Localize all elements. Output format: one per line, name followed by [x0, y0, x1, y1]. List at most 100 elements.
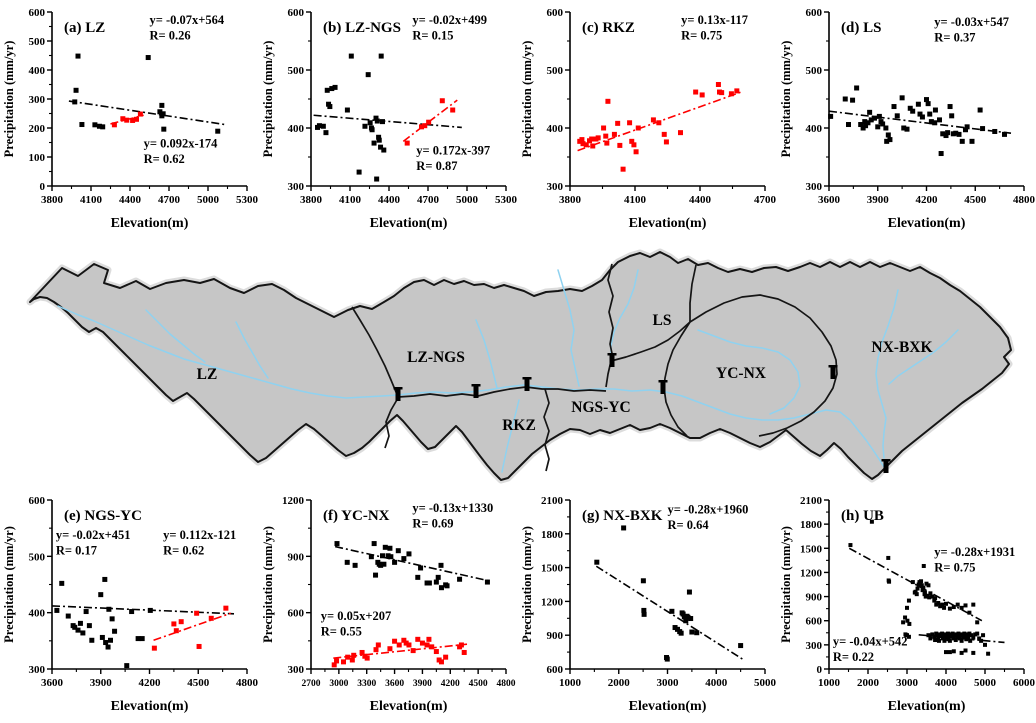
svg-text:600: 600	[547, 7, 564, 19]
equation-label: y= -0.28x+1960 R= 0.64	[668, 503, 749, 533]
subbasin-boundary	[605, 263, 614, 388]
data-points-corrected	[577, 82, 740, 172]
svg-text:900: 900	[288, 551, 305, 563]
equation-label: y= -0.13x+1330 R= 0.69	[412, 501, 493, 531]
river	[475, 319, 498, 389]
svg-text:600: 600	[547, 664, 564, 676]
scatter-panel-d: 3600 3900 4200 4500 4800 300 400 500 600 y= -0.03…	[779, 7, 1036, 231]
trend-line-corrected	[110, 114, 144, 125]
station-marker	[607, 353, 617, 367]
svg-text:5300: 5300	[495, 194, 518, 206]
svg-text:1000: 1000	[559, 677, 582, 689]
panel-label: (a) LZ	[64, 20, 105, 36]
svg-text:4100: 4100	[80, 194, 103, 206]
bottom-chart-row: 3600 3900 4200 4500 4800 300 400 500 600 y= -0.02…	[0, 488, 1036, 723]
trend-line-corrected	[402, 99, 458, 142]
subbasin-boundary	[610, 321, 691, 362]
data-points-corrected	[151, 605, 229, 651]
axes: 3600 3900 4200 4500 4800 300 400 500 600	[29, 495, 259, 689]
svg-text:2100: 2100	[541, 495, 564, 507]
svg-text:1500: 1500	[800, 543, 823, 555]
svg-text:4700: 4700	[417, 194, 440, 206]
svg-text:3000: 3000	[657, 677, 680, 689]
subbasin-boundary	[689, 294, 838, 437]
svg-text:300: 300	[29, 664, 46, 676]
axes: 3800 4100 4400 4700 300 400 500 600	[547, 7, 777, 206]
trend-line-corrected	[577, 91, 742, 152]
trend-line-uncorrected	[828, 110, 1012, 135]
axes: 1000 2000 3000 4000 5000 6000 0 300 600 900 1200 15…	[800, 495, 1036, 689]
svg-text:1200: 1200	[282, 495, 305, 507]
x-axis-label: Elevation(m)	[370, 699, 448, 714]
equation-label: y= -0.28x+1931 R= 0.75	[934, 545, 1015, 575]
data-points-uncorrected	[334, 541, 490, 591]
y-axis-label: Precipitation (mm/yr)	[779, 41, 793, 158]
svg-text:500: 500	[806, 65, 823, 77]
svg-text:2100: 2100	[800, 495, 823, 507]
trend-line-cluster-trend	[918, 634, 1005, 644]
svg-text:1500: 1500	[541, 563, 564, 575]
svg-text:4800: 4800	[1013, 194, 1036, 206]
svg-text:300: 300	[29, 94, 46, 106]
scatter-panel-g: 1000 2000 3000 4000 5000 600 900 1200 1500 1800 21…	[520, 495, 777, 714]
river	[875, 289, 899, 459]
svg-text:3600: 3600	[385, 679, 404, 689]
x-axis-label: Elevation(m)	[629, 699, 707, 714]
svg-text:3600: 3600	[818, 194, 841, 206]
svg-text:6000: 6000	[1013, 677, 1036, 689]
equation-label: y= 0.112x-121 R= 0.62	[163, 528, 236, 558]
river	[697, 329, 801, 415]
svg-text:400: 400	[29, 608, 46, 620]
svg-text:600: 600	[806, 616, 823, 628]
svg-text:4800: 4800	[236, 677, 259, 689]
svg-text:2000: 2000	[857, 677, 880, 689]
svg-text:4100: 4100	[624, 194, 647, 206]
axes: 3600 3900 4200 4500 4800 300 400 500 600	[806, 7, 1036, 206]
panel-label: (c) RKZ	[582, 20, 635, 36]
y-axis-label: Precipitation (mm/yr)	[520, 41, 534, 158]
scatter-panel-h: 1000 2000 3000 4000 5000 6000 0 300 600 900 1200 15…	[779, 495, 1036, 714]
svg-text:3900: 3900	[90, 677, 113, 689]
svg-text:400: 400	[288, 123, 305, 135]
y-axis-label: Precipitation (mm/yr)	[2, 41, 16, 158]
region-label-LS: LS	[653, 312, 672, 329]
svg-text:1800: 1800	[800, 519, 823, 531]
svg-text:5000: 5000	[197, 194, 220, 206]
river	[57, 305, 885, 468]
equation-label: y= -0.03x+547 R= 0.37	[934, 15, 1009, 44]
svg-text:600: 600	[29, 7, 46, 19]
svg-text:4500: 4500	[187, 677, 210, 689]
subbasin-boundary	[689, 264, 697, 322]
svg-text:4700: 4700	[158, 194, 181, 206]
axes: 1000 2000 3000 4000 5000 600 900 1200 1500 1800 21…	[541, 495, 777, 689]
data-points-uncorrected	[828, 85, 1007, 157]
trend-line-corrected	[153, 612, 232, 642]
river	[235, 321, 269, 379]
equation-label: y= -0.02x+451 R= 0.17	[56, 528, 131, 558]
svg-text:4000: 4000	[705, 677, 728, 689]
x-axis-label: Elevation(m)	[888, 699, 966, 714]
svg-text:600: 600	[29, 495, 46, 507]
svg-text:5000: 5000	[974, 677, 997, 689]
svg-text:3900: 3900	[413, 679, 432, 689]
svg-text:4200: 4200	[916, 194, 939, 206]
region-label-NX-BXK: NX-BXK	[871, 339, 932, 356]
svg-text:2700: 2700	[302, 679, 321, 689]
svg-text:300: 300	[806, 640, 823, 652]
scatter-panel-b: 3800 4100 4400 4700 5000 5300 300 400 500 600 y= -…	[261, 7, 518, 231]
river	[557, 269, 580, 387]
svg-text:5000: 5000	[754, 677, 777, 689]
scatter-panel-f: 2700 3000 3300 3600 3900 4200 4500 4800 300 600 90…	[261, 495, 516, 714]
region-label-LZ: LZ	[197, 366, 218, 383]
svg-text:300: 300	[547, 181, 564, 193]
svg-text:1000: 1000	[818, 677, 841, 689]
svg-text:4700: 4700	[754, 194, 777, 206]
svg-text:500: 500	[29, 551, 46, 563]
x-axis-label: Elevation(m)	[111, 699, 189, 714]
svg-text:400: 400	[547, 123, 564, 135]
river	[888, 329, 959, 385]
x-axis-label: Elevation(m)	[629, 216, 707, 231]
trend-line-all-stations	[848, 547, 983, 622]
svg-text:4000: 4000	[935, 677, 958, 689]
